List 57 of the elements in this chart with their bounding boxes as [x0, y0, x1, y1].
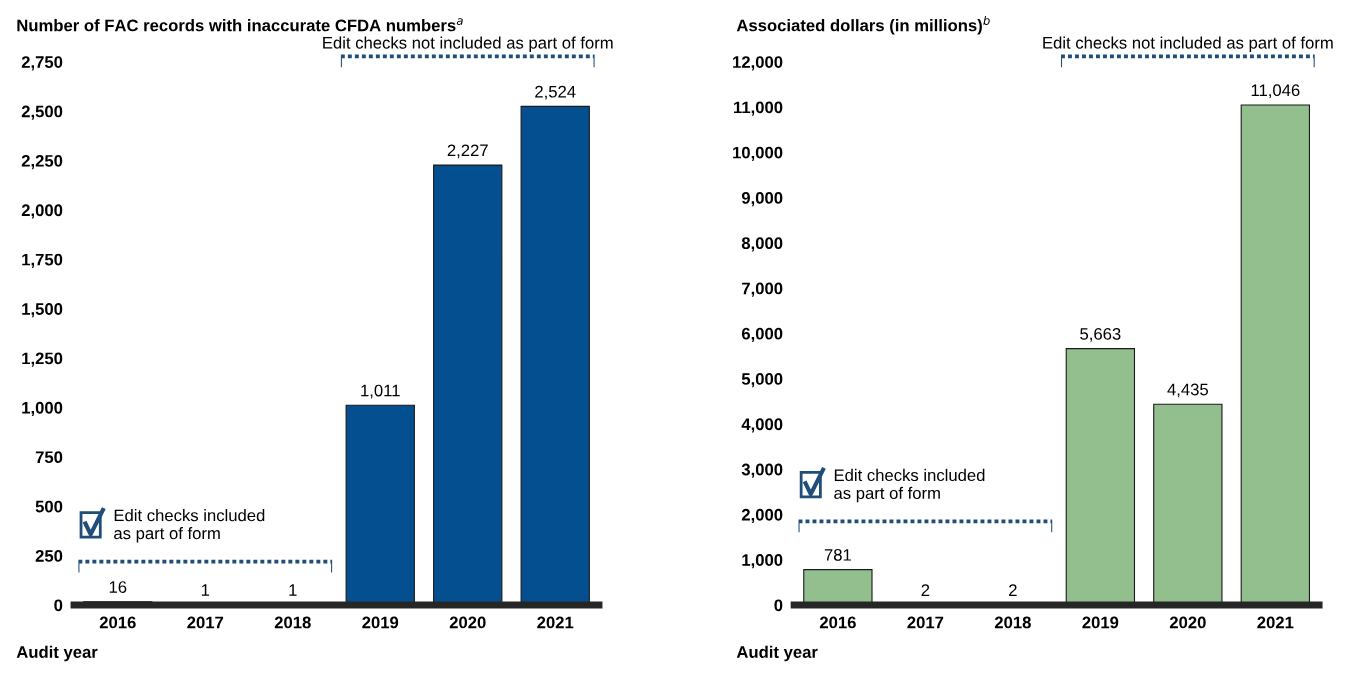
data-label: 2 [1009, 584, 1017, 596]
x-tick-label: 2021 [537, 616, 574, 629]
data-label: 5,663 [1080, 327, 1121, 342]
x-tick-label: 2019 [1082, 616, 1119, 629]
y-tick-label: 1,250 [22, 352, 63, 367]
y-tick-label: 10,000 [733, 146, 783, 161]
x-axis-title: Audit year [736, 645, 818, 662]
y-tick-label: 5,000 [741, 373, 783, 388]
x-tick-label: 2018 [274, 616, 311, 629]
x-tick-label: 2021 [1257, 616, 1294, 629]
y-tick-label: 2,500 [21, 105, 63, 120]
y-tick-label: 2,250 [21, 154, 63, 170]
y-tick-label: 12,000 [733, 56, 783, 71]
y-tick-label: 0 [54, 599, 63, 612]
y-tick-label: 3,000 [741, 463, 783, 478]
x-tick-label: 2020 [1169, 616, 1206, 629]
y-tick-label: 6,000 [741, 327, 783, 343]
y-tick-label: 750 [35, 451, 63, 464]
data-label: 1,011 [361, 384, 400, 399]
data-label: 16 [109, 581, 127, 593]
y-tick-label: 0 [774, 599, 783, 612]
chart-title: Number of FAC records with inaccurate CFDA numbers$^{a}$ [17, 18, 463, 32]
y-tick-label: 9,000 [741, 191, 783, 207]
text: Edit checks not included as part of form [323, 36, 613, 53]
y-tick-label: 1,000 [22, 401, 63, 417]
y-tick-label: 1,750 [22, 253, 63, 268]
data-label: 2,524 [535, 85, 576, 100]
data-label: 781 [824, 548, 851, 561]
y-tick-label: 2,000 [21, 204, 63, 219]
data-label: 1 [289, 584, 297, 596]
x-tick-label: 2019 [362, 616, 399, 629]
y-tick-label: 250 [35, 550, 63, 562]
x-tick-label: 2016 [819, 616, 856, 629]
y-tick-label: 7,000 [742, 282, 783, 297]
x-axis-title: Audit year [16, 645, 98, 662]
data-label: 11,046 [1251, 84, 1300, 99]
text: Edit checks not included as part of form [1043, 36, 1333, 53]
data-label: 2,227 [447, 144, 488, 159]
data-label: 4,435 [1167, 383, 1208, 398]
data-label: 1 [201, 584, 210, 596]
x-tick-label: 2017 [907, 616, 944, 629]
x-tick-label: 2020 [449, 616, 486, 629]
x-tick-label: 2017 [187, 616, 224, 629]
x-tick-label: 2018 [994, 616, 1031, 629]
data-label: 2 [921, 584, 930, 596]
x-tick-label: 2016 [99, 616, 136, 629]
annotation: Edit checks included as part of form [834, 468, 985, 503]
y-tick-label: 4,000 [741, 418, 783, 433]
y-tick-label: 8,000 [741, 237, 783, 252]
y-tick-label: 500 [35, 500, 63, 513]
y-tick-label: 11,000 [734, 101, 783, 116]
chart-title: Associated dollars (in millions)$^{b}$ [736, 15, 990, 35]
y-tick-label: 2,750 [21, 56, 63, 71]
y-tick-label: 2,000 [741, 508, 783, 524]
annotation: Edit checks included as part of form [114, 509, 265, 543]
y-tick-label: 1,500 [22, 303, 63, 318]
y-tick-label: 1,000 [742, 554, 783, 569]
